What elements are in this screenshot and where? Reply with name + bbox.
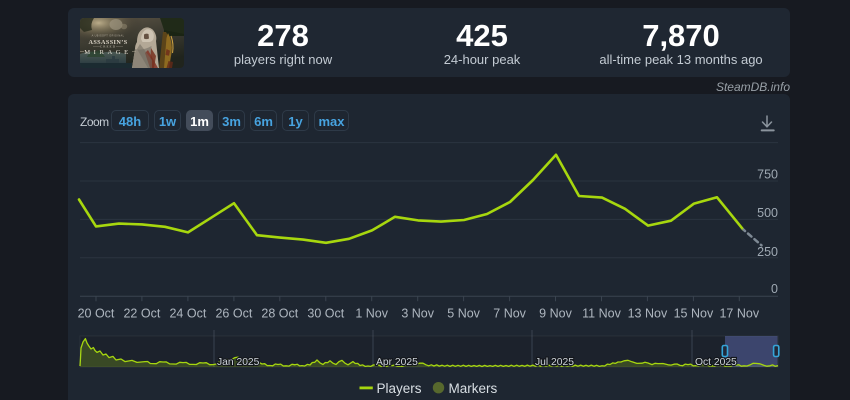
svg-text:30 Oct: 30 Oct [307,306,344,320]
svg-text:Apr 2025: Apr 2025 [376,357,418,368]
svg-text:17 Nov: 17 Nov [719,306,759,320]
svg-text:A UBISOFT ORIGINAL: A UBISOFT ORIGINAL [92,35,125,38]
svg-text:15 Nov: 15 Nov [674,306,714,320]
svg-text:750: 750 [757,168,778,182]
svg-text:ASSASSIN’S: ASSASSIN’S [88,39,127,46]
svg-text:Players: Players [377,381,422,396]
svg-text:Jan 2025: Jan 2025 [217,357,260,368]
svg-text:Markers: Markers [449,381,498,396]
svg-text:250: 250 [757,245,778,259]
svg-text:5 Nov: 5 Nov [447,306,480,320]
svg-text:CREED: CREED [100,45,116,49]
svg-text:22 Oct: 22 Oct [123,306,160,320]
svg-text:0: 0 [771,282,778,296]
svg-text:1 Nov: 1 Nov [355,306,388,320]
svg-text:Jul 2025: Jul 2025 [535,357,574,368]
svg-text:11 Nov: 11 Nov [582,306,621,320]
svg-text:9 Nov: 9 Nov [539,306,572,320]
svg-text:Oct 2025: Oct 2025 [695,357,737,368]
svg-text:7 Nov: 7 Nov [493,306,526,320]
svg-text:500: 500 [757,206,778,220]
svg-text:20 Oct: 20 Oct [78,306,115,320]
svg-text:28 Oct: 28 Oct [261,306,298,320]
svg-text:26 Oct: 26 Oct [215,306,252,320]
svg-text:3 Nov: 3 Nov [401,306,434,320]
svg-text:13 Nov: 13 Nov [628,306,668,320]
svg-text:24 Oct: 24 Oct [169,306,206,320]
svg-text:MIRAGE: MIRAGE [84,49,132,56]
